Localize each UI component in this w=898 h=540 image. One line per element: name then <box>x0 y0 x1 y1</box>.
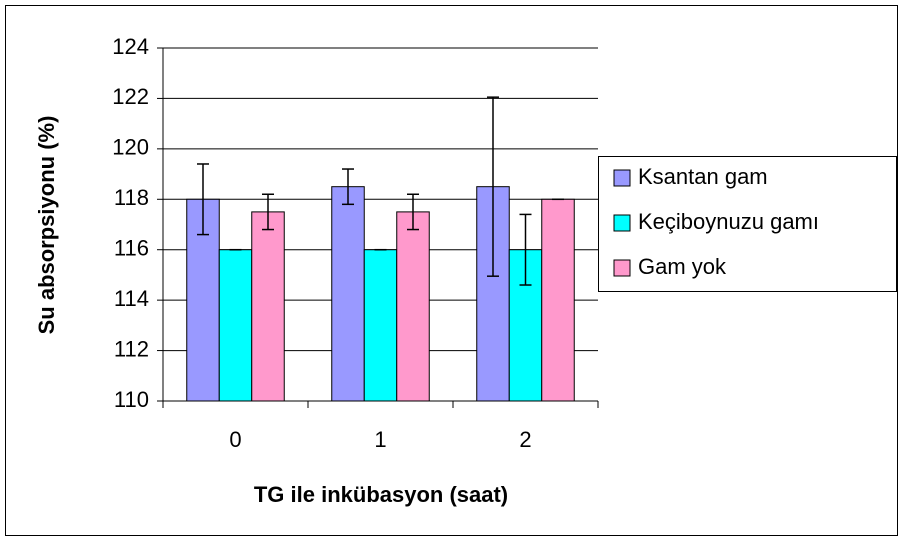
y-tick-label: 124 <box>112 34 149 59</box>
legend-box <box>598 156 897 292</box>
bar <box>363 249 398 402</box>
legend-swatch <box>613 259 631 277</box>
x-tick-label: 2 <box>519 427 531 452</box>
error-bar <box>342 168 354 206</box>
bar <box>396 211 430 402</box>
y-tick-label: 118 <box>114 185 149 210</box>
x-tick-label: 1 <box>374 427 386 452</box>
y-tick-label: 122 <box>112 84 149 109</box>
y-tick-label: 114 <box>114 286 149 311</box>
x-axis-label: TG ile inkübasyon (saat) <box>254 482 508 507</box>
bar <box>251 211 285 402</box>
error-bar <box>487 96 499 277</box>
y-tick-label: 112 <box>114 336 149 361</box>
legend-swatch <box>613 169 631 187</box>
bar <box>541 198 575 402</box>
error-bar <box>519 213 532 286</box>
error-bar <box>262 193 274 231</box>
y-tick-label: 120 <box>112 135 149 160</box>
legend-swatch <box>613 214 631 232</box>
error-bar <box>407 193 419 231</box>
y-tick-label: 110 <box>114 387 149 412</box>
y-axis-label: Su absorpsiyonu (%) <box>34 116 59 335</box>
legend-label: Keçiboynuzu gamı <box>638 209 819 234</box>
bar <box>331 186 365 402</box>
legend-label: Gam yok <box>638 254 727 279</box>
bar <box>218 249 253 402</box>
error-bar <box>197 163 209 236</box>
legend-label: Ksantan gam <box>638 164 768 189</box>
x-tick-label: 0 <box>229 427 241 452</box>
y-tick-label: 116 <box>114 236 149 261</box>
